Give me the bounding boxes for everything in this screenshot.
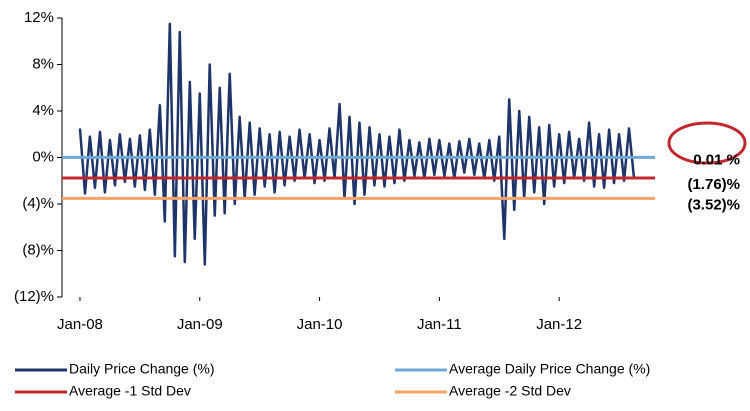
series-line xyxy=(78,22,636,266)
reference-label: (3.52)% xyxy=(687,196,740,213)
legend-label: Average -2 Std Dev xyxy=(449,383,571,399)
y-tick-label: (8)% xyxy=(22,241,54,258)
x-tick-label: Jan-08 xyxy=(57,316,103,333)
y-tick-label: (12)% xyxy=(14,288,54,305)
x-tick-label: Jan-10 xyxy=(297,316,343,333)
y-tick-label: (4)% xyxy=(22,195,54,212)
y-tick-label: 0% xyxy=(32,148,54,165)
y-tick-label: 4% xyxy=(32,102,54,119)
x-tick-label: Jan-09 xyxy=(177,316,223,333)
highlight-circle xyxy=(667,121,747,165)
legend-label: Average -1 Std Dev xyxy=(69,383,191,399)
legend-label: Daily Price Change (%) xyxy=(69,361,215,377)
reference-label: (1.76)% xyxy=(687,176,740,193)
legend-label: Average Daily Price Change (%) xyxy=(449,361,650,377)
x-tick-label: Jan-12 xyxy=(536,316,582,333)
x-tick-label: Jan-11 xyxy=(417,316,462,333)
reference-label: 0.01 % xyxy=(693,151,740,168)
y-tick-label: 8% xyxy=(32,55,54,72)
y-tick-label: 12% xyxy=(24,9,54,26)
